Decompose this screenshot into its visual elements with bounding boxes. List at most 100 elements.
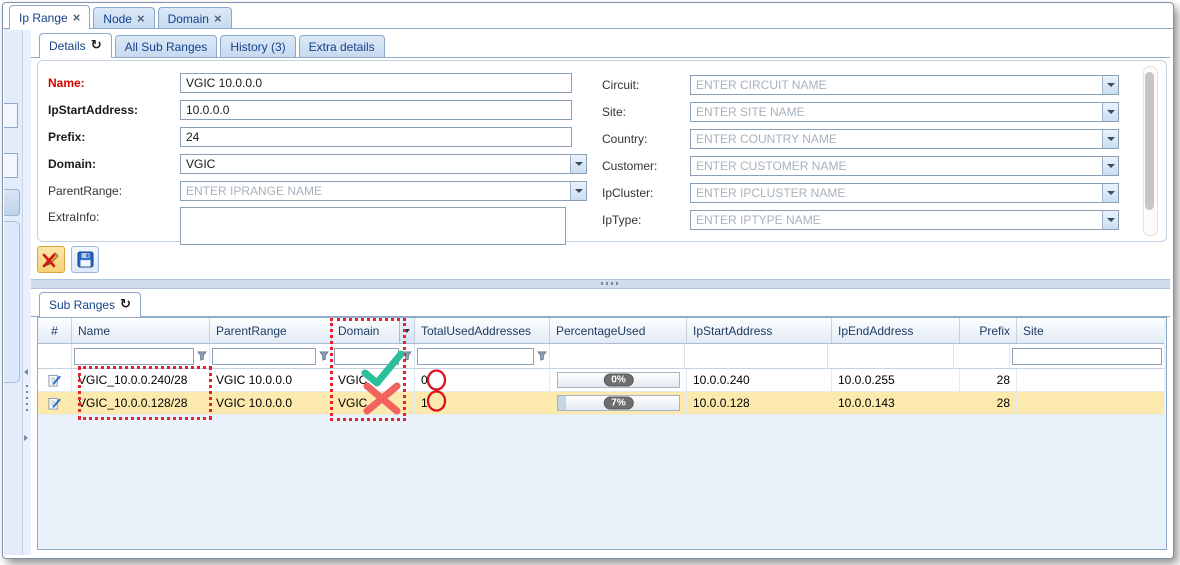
subranges-tabstrip-line	[31, 316, 1170, 317]
collapse-right-icon[interactable]	[24, 435, 28, 441]
detail-tabstrip-line	[31, 57, 1170, 58]
form-row-prefix: Prefix:	[48, 126, 572, 148]
cell-site	[1017, 369, 1164, 391]
dropdown-trigger-icon[interactable]	[1102, 183, 1119, 203]
tab-history[interactable]: History (3)	[220, 35, 296, 57]
percentage-used-bar: 7%	[557, 395, 680, 411]
extrainfo-textarea[interactable]	[180, 207, 566, 245]
column-header-parentrange[interactable]: ParentRange	[210, 318, 332, 343]
edit-row-icon[interactable]	[48, 374, 61, 387]
tab-extra-details[interactable]: Extra details	[298, 35, 385, 57]
parentrange-label: ParentRange:	[48, 184, 123, 198]
dropdown-trigger-icon[interactable]	[1102, 102, 1119, 122]
column-header-ipstartaddress[interactable]: IpStartAddress	[687, 318, 832, 343]
edit-row-icon[interactable]	[48, 397, 61, 410]
column-header-number[interactable]: #	[38, 318, 72, 343]
form-row-circuit: Circuit:	[602, 74, 1119, 96]
column-header-totalusedaddresses[interactable]: TotalUsedAddresses	[415, 318, 550, 343]
form-row-extrainfo: ExtraInfo:	[48, 207, 566, 245]
collapse-left-icon[interactable]	[24, 369, 28, 375]
dropdown-trigger-icon[interactable]	[1102, 129, 1119, 149]
country-combo-input[interactable]	[690, 129, 1119, 149]
save-button[interactable]	[71, 246, 99, 273]
table-row[interactable]: VGIC_10.0.0.240/28 VGIC 10.0.0.0 VGIC 0 …	[38, 369, 1164, 392]
tab-sub-ranges[interactable]: Sub Ranges ↻	[39, 292, 141, 317]
filter-input-parentrange[interactable]	[211, 347, 316, 365]
tab-domain[interactable]: Domain ×	[157, 7, 232, 29]
cell-name: VGIC_10.0.0.128/28	[72, 392, 210, 414]
tab-extra-details-label: Extra details	[308, 39, 375, 54]
dropdown-trigger-icon[interactable]	[1102, 75, 1119, 95]
tab-history-label: History (3)	[230, 39, 286, 54]
name-input[interactable]	[180, 73, 572, 93]
domain-combo-input[interactable]	[180, 154, 587, 174]
close-icon[interactable]: ×	[72, 9, 81, 25]
cell-ipendaddress: 10.0.0.143	[832, 392, 960, 414]
cell-totalusedaddresses: 0	[415, 369, 550, 391]
filter-input-totalusedaddresses[interactable]	[416, 347, 534, 365]
ipcluster-combo-input[interactable]	[690, 183, 1119, 203]
tab-node[interactable]: Node ×	[93, 7, 155, 29]
vertical-splitter[interactable]	[23, 29, 31, 555]
filter-funnel-icon[interactable]	[196, 351, 207, 361]
close-icon[interactable]: ×	[136, 10, 145, 26]
form-scrollbar-thumb[interactable]	[1145, 72, 1154, 210]
ip-range-tab-content: Details ↻ All Sub Ranges History (3) Ext…	[31, 29, 1170, 555]
form-row-ipcluster: IpCluster:	[602, 182, 1119, 204]
cell-site	[1017, 392, 1164, 414]
tab-details[interactable]: Details ↻	[39, 33, 112, 58]
dropdown-trigger-icon[interactable]	[1102, 156, 1119, 176]
subranges-grid: # Name ParentRange Domain TotalUsedAddre…	[37, 317, 1167, 550]
cancel-edit-button[interactable]	[37, 246, 65, 273]
cell-domain: VGIC	[332, 369, 415, 391]
horizontal-splitter[interactable]	[31, 279, 1170, 289]
filter-input-site[interactable]	[1012, 347, 1162, 365]
ipstartaddress-input[interactable]	[180, 100, 572, 120]
domain-label: Domain:	[48, 157, 96, 171]
form-row-country: Country:	[602, 128, 1119, 150]
form-toolbar	[37, 246, 99, 273]
tab-sub-ranges-label: Sub Ranges	[49, 297, 116, 312]
form-row-parentrange: ParentRange:	[48, 180, 587, 202]
left-panel-partial-body	[4, 221, 20, 383]
tab-details-label: Details	[49, 38, 86, 53]
cell-name: VGIC_10.0.0.240/28	[72, 369, 210, 391]
prefix-input[interactable]	[180, 127, 572, 147]
column-menu-icon[interactable]	[399, 318, 414, 343]
refresh-icon[interactable]: ↻	[120, 297, 131, 312]
column-header-prefix[interactable]: Prefix	[960, 318, 1017, 343]
filter-funnel-icon[interactable]	[401, 351, 412, 361]
dropdown-trigger-icon[interactable]	[1102, 210, 1119, 230]
form-row-customer: Customer:	[602, 155, 1119, 177]
country-label: Country:	[602, 132, 648, 146]
circuit-label: Circuit:	[602, 78, 640, 92]
cell-domain: VGIC	[332, 392, 415, 414]
tab-ip-range-label: Ip Range	[19, 10, 68, 25]
close-icon[interactable]: ×	[213, 10, 222, 26]
parentrange-combo-input[interactable]	[180, 181, 587, 201]
column-header-percentageused[interactable]: PercentageUsed	[550, 318, 687, 343]
site-combo-input[interactable]	[690, 102, 1119, 122]
column-header-ipendaddress[interactable]: IpEndAddress	[832, 318, 960, 343]
tab-ip-range[interactable]: Ip Range ×	[9, 5, 91, 30]
ipstartaddress-label: IpStartAddress:	[48, 103, 139, 117]
table-row[interactable]: VGIC_10.0.0.128/28 VGIC 10.0.0.0 VGIC 1 …	[38, 392, 1164, 415]
dropdown-trigger-icon[interactable]	[570, 154, 587, 174]
tab-domain-label: Domain	[167, 11, 209, 26]
customer-combo-input[interactable]	[690, 156, 1119, 176]
filter-funnel-icon[interactable]	[536, 351, 547, 361]
dropdown-trigger-icon[interactable]	[570, 181, 587, 201]
floppy-disk-icon	[77, 251, 93, 268]
form-scrollbar[interactable]	[1143, 66, 1158, 236]
column-header-site[interactable]: Site	[1023, 323, 1044, 338]
column-header-name[interactable]: Name	[72, 318, 210, 343]
refresh-icon[interactable]: ↻	[90, 38, 102, 53]
collapsed-left-panel[interactable]	[4, 29, 23, 555]
circuit-combo-input[interactable]	[690, 75, 1119, 95]
filter-funnel-icon[interactable]	[318, 351, 329, 361]
filter-input-name[interactable]	[73, 347, 194, 365]
column-header-domain[interactable]: Domain	[332, 318, 415, 343]
iptype-combo-input[interactable]	[690, 210, 1119, 230]
tab-all-sub-ranges[interactable]: All Sub Ranges	[114, 35, 218, 57]
filter-input-domain[interactable]	[333, 347, 399, 365]
